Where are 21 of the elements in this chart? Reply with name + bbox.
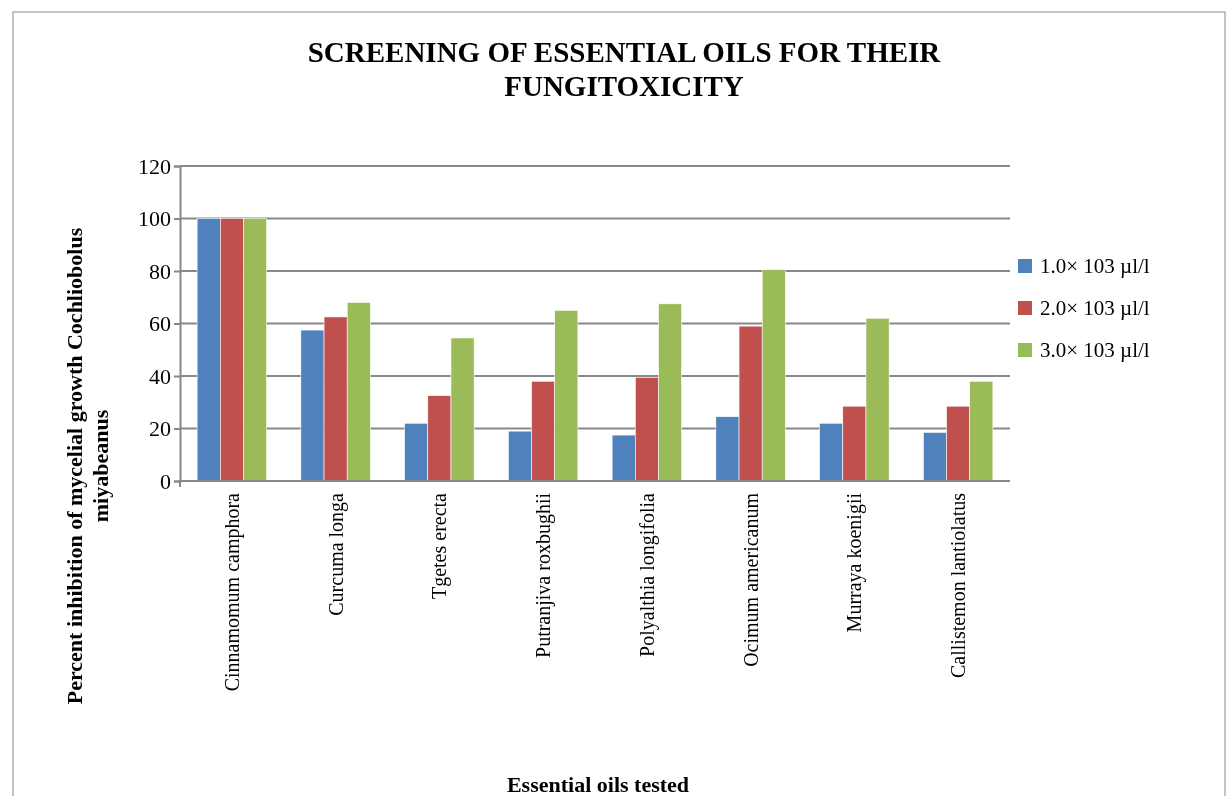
y-axis-title: Percent inhibition of mycelial growth Cochliobolus miyabeanus xyxy=(62,227,113,705)
x-tick-label: Curcuma longa xyxy=(324,492,348,616)
x-tick-label: Putranjiva roxbughii xyxy=(532,492,556,658)
x-axis-title: Essential oils tested xyxy=(506,772,690,796)
x-tick-label: Murraya koenigii xyxy=(843,492,867,633)
y-tick-label: 20 xyxy=(149,416,171,442)
chart-title: SCREENING OF ESSENTIAL OILS FOR THEIR FUNGITOXICITY xyxy=(307,36,942,102)
x-tick-label: Cinnamomum camphora xyxy=(220,492,244,692)
x-tick-label: Callistemon lantiolatus xyxy=(947,492,970,678)
legend-label: 2.0× 103 µl/l xyxy=(1040,296,1150,321)
y-tick-label: 100 xyxy=(138,206,171,232)
y-tick-label: 0 xyxy=(160,468,171,494)
y-tick-label: 120 xyxy=(138,153,171,179)
x-tick-label: Ocimum americanum xyxy=(739,492,762,667)
x-tick-label: Polyalthia longifolia xyxy=(635,492,659,657)
y-tick-label: 40 xyxy=(149,363,171,389)
y-tick-label: 60 xyxy=(149,311,171,337)
x-tick-label: Tgetes erecta xyxy=(428,492,452,600)
y-tick-label: 80 xyxy=(149,258,171,284)
legend-label: 3.0× 103 µl/l xyxy=(1040,338,1150,363)
legend-label: 1.0× 103 µl/l xyxy=(1040,254,1150,279)
